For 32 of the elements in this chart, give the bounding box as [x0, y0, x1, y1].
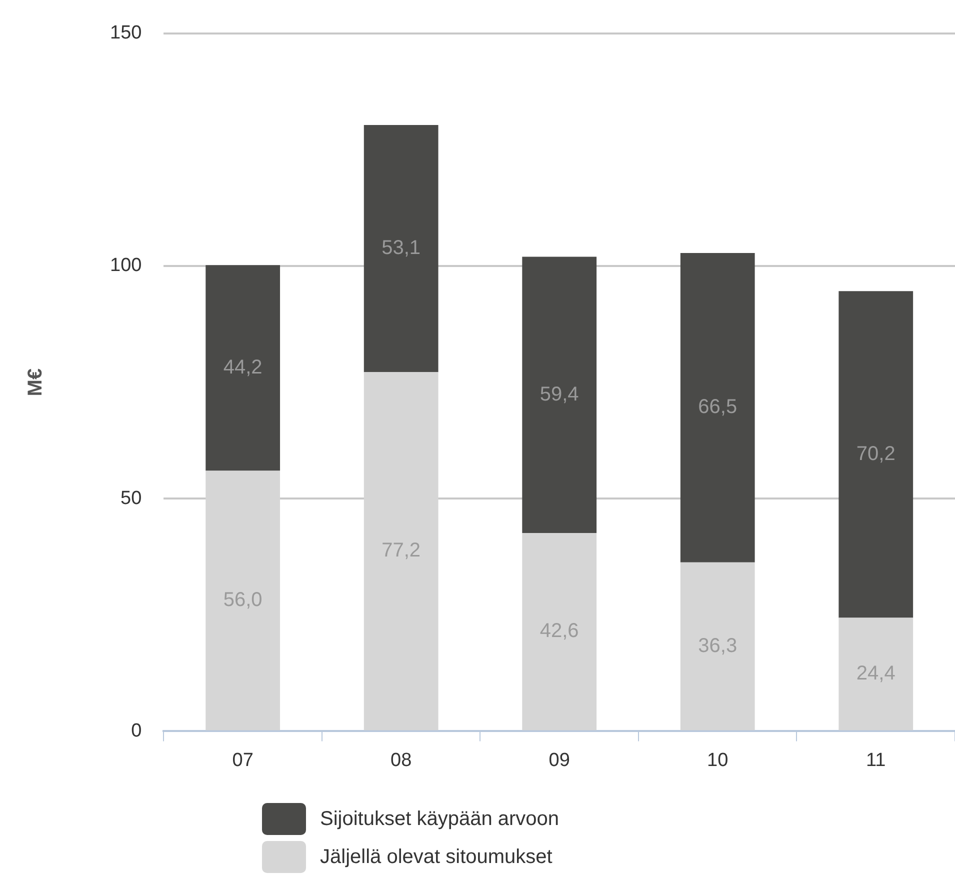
data-label: 42,6	[540, 620, 579, 642]
bar	[206, 470, 280, 730]
bar	[680, 252, 755, 562]
bar	[364, 125, 438, 372]
x-tick-label: 11	[866, 750, 886, 771]
y-tick-label: 0	[131, 720, 142, 742]
data-label: 70,2	[856, 442, 896, 465]
bar	[680, 562, 755, 730]
x-tick-label: 10	[707, 750, 728, 771]
data-label: 56,0	[223, 588, 262, 611]
y-axis-title: M€	[24, 368, 47, 396]
data-label: 53,1	[382, 237, 421, 260]
y-tick-label: 50	[120, 488, 142, 509]
x-tick-label: 09	[548, 750, 570, 771]
legend-label: Sijoitukset käypään arvoon	[320, 808, 560, 830]
x-tick-label: 08	[390, 750, 412, 771]
data-label: 66,5	[698, 396, 738, 418]
bar	[364, 372, 438, 730]
bar	[206, 265, 280, 471]
data-label: 77,2	[382, 540, 421, 562]
data-label: 36,3	[698, 634, 738, 657]
y-tick-label: 100	[110, 255, 142, 276]
data-label: 44,2	[223, 356, 262, 378]
x-tick-label: 07	[232, 750, 254, 771]
bar	[522, 533, 597, 730]
data-label: 24,4	[856, 662, 896, 684]
legend-label: Jäljellä olevat sitoumukset	[320, 846, 552, 868]
bar	[522, 256, 597, 534]
y-tick-label: 150	[110, 22, 142, 44]
bar	[838, 618, 914, 730]
bar	[838, 291, 914, 618]
data-label: 59,4	[540, 383, 579, 406]
